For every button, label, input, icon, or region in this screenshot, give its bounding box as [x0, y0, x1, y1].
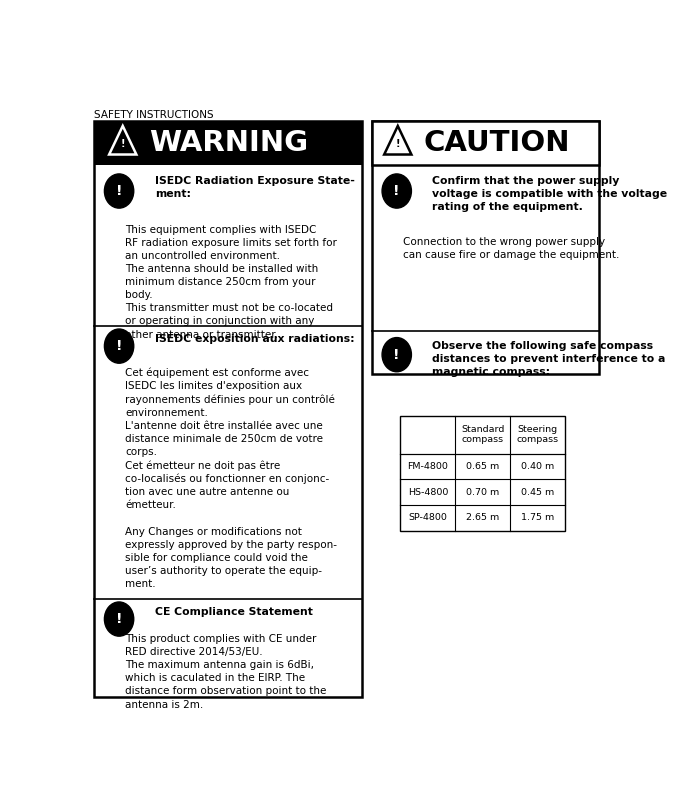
Text: ISEDC Radiation Exposure State-
ment:: ISEDC Radiation Exposure State- ment: — [155, 176, 355, 199]
Text: Connection to the wrong power supply
can cause fire or damage the equipment.: Connection to the wrong power supply can… — [403, 237, 619, 260]
Circle shape — [382, 174, 412, 208]
Text: 0.45 m: 0.45 m — [521, 488, 554, 496]
Text: 1.75 m: 1.75 m — [521, 513, 554, 523]
Circle shape — [104, 329, 134, 363]
Text: !: ! — [116, 612, 122, 626]
Text: ISEDC exposition aux radiations:: ISEDC exposition aux radiations: — [155, 334, 354, 344]
FancyBboxPatch shape — [94, 121, 362, 696]
Text: Steering
compass: Steering compass — [517, 425, 559, 444]
Text: This product complies with CE under
RED directive 2014/53/EU.
The maximum antenn: This product complies with CE under RED … — [125, 634, 327, 710]
FancyBboxPatch shape — [94, 121, 362, 166]
Text: 0.40 m: 0.40 m — [521, 462, 554, 471]
Text: Cet équipement est conforme avec
ISEDC les limites d'exposition aux
rayonnements: Cet équipement est conforme avec ISEDC l… — [125, 367, 337, 588]
Text: CAUTION: CAUTION — [424, 129, 571, 157]
Text: SP-4800: SP-4800 — [408, 513, 448, 523]
Text: !: ! — [393, 347, 400, 362]
Text: WARNING: WARNING — [149, 129, 308, 157]
Text: !: ! — [393, 184, 400, 198]
Text: Standard
compass: Standard compass — [461, 425, 504, 444]
Text: 2.65 m: 2.65 m — [466, 513, 500, 523]
Text: SAFETY INSTRUCTIONS: SAFETY INSTRUCTIONS — [94, 110, 214, 121]
Text: !: ! — [120, 140, 125, 149]
Text: This equipment complies with ISEDC
RF radiation exposure limits set forth for
an: This equipment complies with ISEDC RF ra… — [125, 225, 337, 339]
FancyBboxPatch shape — [372, 121, 600, 374]
Text: !: ! — [116, 339, 122, 353]
Text: Confirm that the power supply
voltage is compatible with the voltage
rating of t: Confirm that the power supply voltage is… — [433, 176, 667, 212]
Circle shape — [104, 602, 134, 636]
Text: CE Compliance Statement: CE Compliance Statement — [155, 607, 312, 617]
FancyBboxPatch shape — [400, 416, 565, 531]
Text: 0.65 m: 0.65 m — [466, 462, 500, 471]
Circle shape — [382, 338, 412, 372]
Text: Observe the following safe compass
distances to prevent interference to a
magnet: Observe the following safe compass dista… — [433, 341, 666, 377]
Text: FM-4800: FM-4800 — [408, 462, 448, 471]
Circle shape — [104, 174, 134, 208]
Text: !: ! — [116, 184, 122, 198]
Text: HS-4800: HS-4800 — [408, 488, 448, 496]
Text: 0.70 m: 0.70 m — [466, 488, 500, 496]
Text: !: ! — [395, 140, 400, 149]
FancyBboxPatch shape — [372, 121, 600, 166]
